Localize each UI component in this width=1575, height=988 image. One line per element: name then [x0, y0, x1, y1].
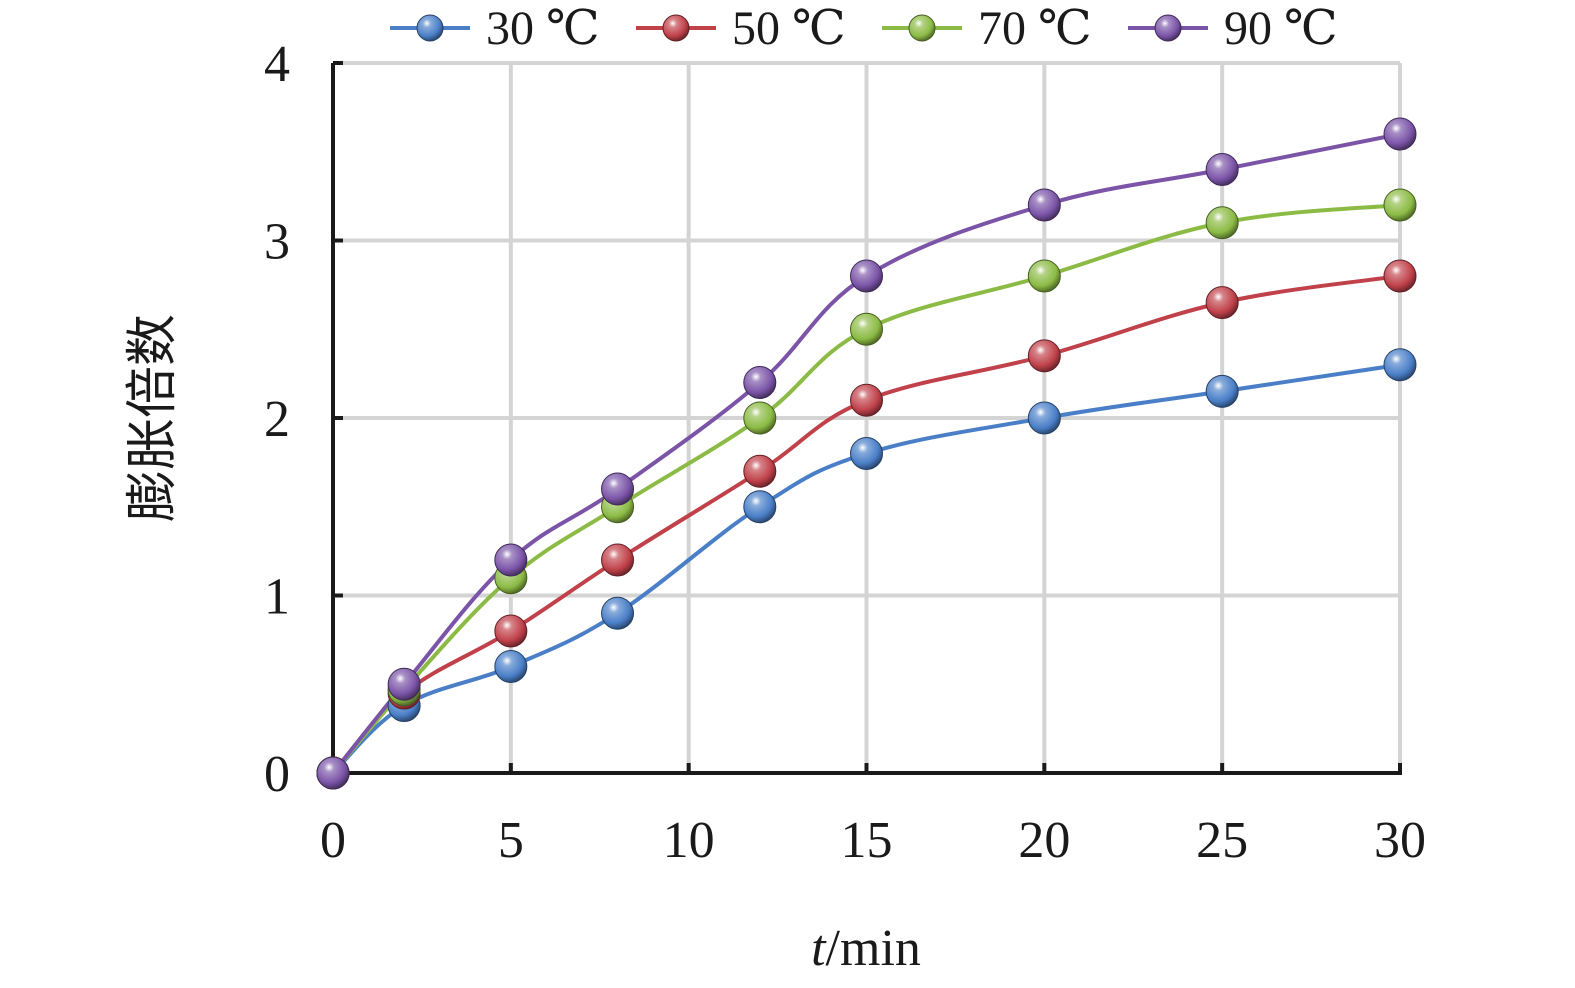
- series-1-point-7: [1205, 286, 1239, 320]
- series-2-point-5: [850, 312, 883, 346]
- series-3-point-3: [601, 472, 635, 506]
- series-3-point-1: [387, 667, 421, 701]
- y-tick-label-0: 0: [264, 746, 290, 803]
- legend: 30 ℃ 50 ℃ 70 ℃ 90 ℃: [390, 2, 1338, 55]
- x-axis-label-unit: /min: [826, 920, 921, 977]
- series-3-point-8: [1383, 117, 1417, 151]
- x-axis-label-var: t: [811, 920, 827, 977]
- y-tick-label-1: 1: [264, 569, 290, 626]
- series-0-point-2: [494, 650, 528, 683]
- legend-marker-0: [416, 14, 444, 42]
- x-tick-label-6: 30: [1374, 812, 1426, 869]
- series-0-point-3: [601, 596, 635, 630]
- series-3-point-7: [1205, 153, 1239, 186]
- tick-labels: 0 5 10 15 20 25 30 0 1 2 3 4: [264, 36, 1426, 869]
- series-1-point-8: [1383, 259, 1417, 293]
- legend-marker-3: [1154, 14, 1182, 42]
- series-1-point-5: [850, 383, 883, 417]
- y-axis-label: 膨胀倍数: [125, 314, 182, 522]
- x-tick-label-4: 20: [1018, 812, 1070, 869]
- series-2-point-4: [743, 401, 777, 435]
- series-3-point-5: [850, 259, 883, 293]
- y-tick-label-4: 4: [264, 36, 290, 93]
- series-group: [316, 117, 1417, 790]
- series-0-point-7: [1205, 374, 1239, 408]
- legend-marker-1: [662, 14, 690, 42]
- series-1-point-6: [1027, 339, 1061, 373]
- legend-marker-2: [908, 14, 936, 42]
- series-line-0: [331, 362, 1402, 775]
- grid: [333, 61, 1402, 773]
- y-tick-label-2: 2: [264, 391, 290, 448]
- series-3-point-2: [494, 543, 528, 577]
- x-axis-label: t/min: [811, 920, 921, 977]
- x-tick-label-5: 25: [1196, 812, 1248, 869]
- y-tick-label-3: 3: [264, 214, 290, 271]
- series-0-point-5: [850, 437, 883, 470]
- series-0-point-6: [1027, 401, 1061, 435]
- x-tick-label-1: 5: [498, 812, 524, 869]
- legend-label-2: 70 ℃: [978, 2, 1092, 55]
- series-1-point-2: [494, 614, 528, 648]
- series-line-1: [331, 274, 1402, 775]
- series-0-point-4: [743, 490, 777, 524]
- legend-label-0: 30 ℃: [486, 2, 600, 55]
- series-3-point-0: [316, 756, 350, 790]
- series-3-point-6: [1027, 188, 1061, 222]
- legend-label-3: 90 ℃: [1224, 2, 1338, 55]
- series-0-point-8: [1383, 348, 1417, 382]
- series-2-point-8: [1383, 188, 1417, 222]
- x-tick-label-0: 0: [320, 812, 346, 869]
- series-1-point-3: [601, 543, 635, 577]
- series-line-3: [331, 132, 1402, 775]
- x-tick-label-3: 15: [841, 812, 893, 869]
- series-1-point-4: [743, 454, 777, 488]
- series-3-point-4: [743, 366, 777, 399]
- x-tick-label-2: 10: [663, 812, 715, 869]
- series-2-point-6: [1027, 259, 1061, 293]
- series-2-point-7: [1205, 206, 1239, 240]
- series-line-2: [331, 203, 1402, 775]
- legend-label-1: 50 ℃: [732, 2, 846, 55]
